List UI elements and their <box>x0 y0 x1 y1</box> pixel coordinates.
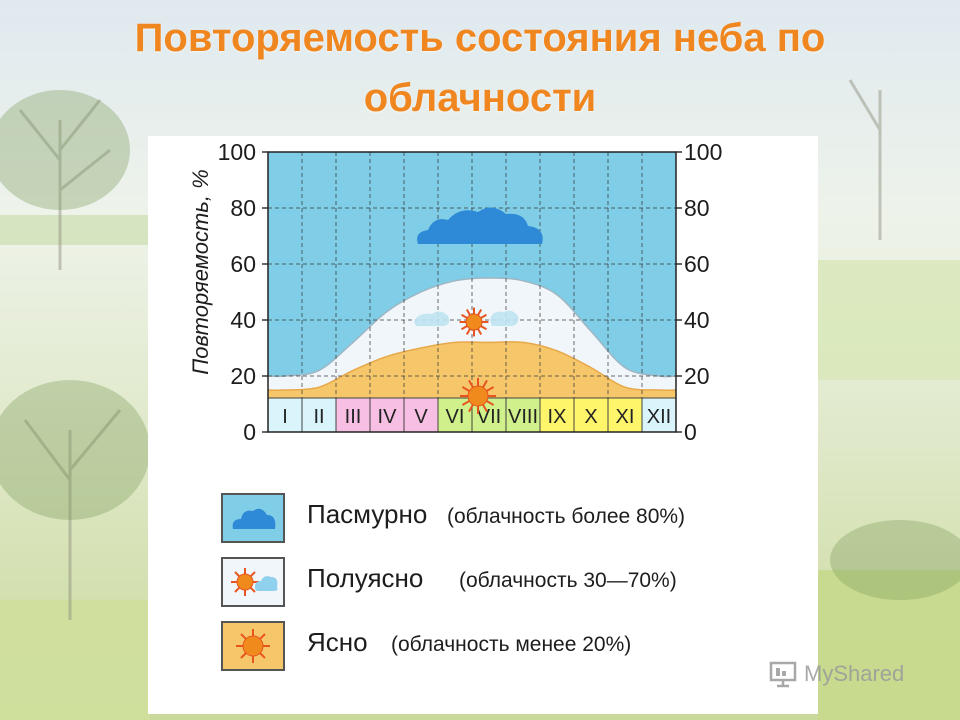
cloud-icon <box>417 207 543 244</box>
month-label: I <box>282 406 288 428</box>
legend-note: (облачность менее 20%) <box>391 633 632 656</box>
legend-note: (облачность 30—70%) <box>459 569 677 592</box>
month-label: VIII <box>508 406 538 428</box>
slide-title: Повторяемость состояния неба по облачнос… <box>134 16 826 120</box>
y-tick-label-right: 100 <box>684 139 722 165</box>
chart-card: I II III IV V VI VII VIII IX X XI XII 100 100 80 80 60 60… <box>148 136 818 714</box>
watermark: MyShared <box>768 656 904 692</box>
sun-icon <box>459 307 489 337</box>
y-tick-label-right: 0 <box>684 419 697 445</box>
cloud-icon <box>221 493 285 543</box>
legend-item-overcast: Пасмурно (облачность более 80%) <box>221 493 801 545</box>
y-tick-label-left: 100 <box>218 139 256 165</box>
month-label: VII <box>477 406 501 428</box>
month-label: X <box>584 406 597 428</box>
legend-label: Полуясно <box>307 563 424 593</box>
month-cell <box>607 397 643 433</box>
small-cloud-icon <box>414 311 450 326</box>
month-cell <box>335 397 371 433</box>
y-tick-label-right: 20 <box>684 363 710 389</box>
month-label: III <box>345 406 362 428</box>
legend-label: Пасмурно <box>307 499 428 529</box>
month-cell <box>437 397 473 433</box>
y-tick-label-left: 40 <box>230 307 256 333</box>
legend-item-clear: Ясно (облачность менее 20%) <box>221 621 801 673</box>
y-tick-label-right: 40 <box>684 307 710 333</box>
y-tick-label-left: 20 <box>230 363 256 389</box>
sun-icon <box>221 621 285 671</box>
month-label: XII <box>647 406 671 428</box>
y-tick-label-left: 0 <box>243 419 256 445</box>
y-tick-label-left: 80 <box>230 195 256 221</box>
y-tick-label-right: 60 <box>684 251 710 277</box>
month-cell <box>301 397 337 433</box>
month-label: IV <box>378 406 398 428</box>
small-cloud-icon <box>490 310 519 326</box>
month-label: II <box>313 406 324 428</box>
month-label: VI <box>446 406 465 428</box>
legend-item-partly: Полуясно (облачность 30—70%) <box>221 557 801 609</box>
sun-cloud-icon <box>221 557 285 607</box>
legend-label: Ясно <box>307 627 368 657</box>
month-cell <box>505 397 541 433</box>
month-cell <box>369 397 405 433</box>
watermark-text: MyShared <box>804 661 905 686</box>
plot-frame <box>267 151 677 433</box>
month-label: IX <box>548 406 567 428</box>
month-cell <box>641 397 677 433</box>
y-axis-title: Повторяемость, % <box>188 169 213 374</box>
month-label: XI <box>616 406 635 428</box>
y-tick-label-left: 60 <box>230 251 256 277</box>
month-label: V <box>414 406 428 428</box>
sun-icon <box>460 378 496 414</box>
legend-note: (облачность более 80%) <box>447 505 686 528</box>
y-tick-label-right: 80 <box>684 195 710 221</box>
presentation-icon <box>769 661 797 688</box>
